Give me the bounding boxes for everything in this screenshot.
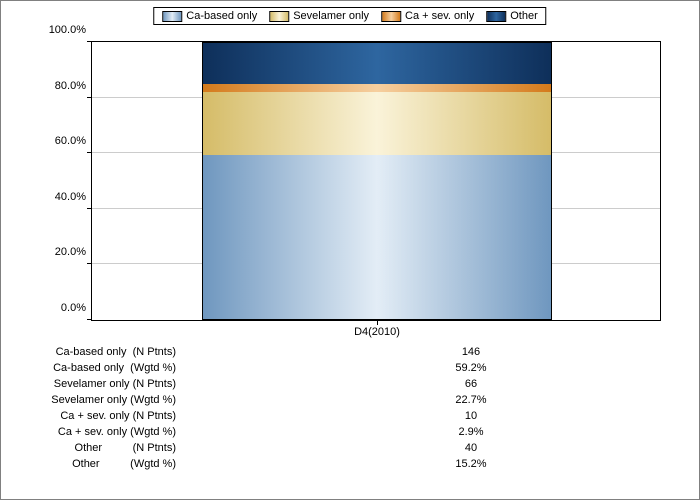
- y-tick-label: 40.0%: [55, 191, 86, 203]
- y-tick: [87, 263, 92, 264]
- table-row-label: Other (N Ptnts): [1, 442, 191, 454]
- y-tick: [87, 208, 92, 209]
- y-tick: [87, 97, 92, 98]
- legend-swatch-sev: [269, 11, 289, 22]
- table-row-value: 146: [191, 346, 700, 358]
- y-tick: [87, 152, 92, 153]
- legend-label: Sevelamer only: [293, 10, 369, 22]
- table-row-value: 10: [191, 410, 700, 422]
- x-category-label: D4(2010): [202, 326, 552, 338]
- y-tick-label: 80.0%: [55, 80, 86, 92]
- y-tick-label: 100.0%: [49, 24, 86, 36]
- legend-swatch-other: [486, 11, 506, 22]
- table-row-label: Sevelamer only (Wgtd %): [1, 394, 191, 406]
- legend-label: Other: [510, 10, 538, 22]
- bar-column: D4(2010): [202, 42, 552, 320]
- y-tick: [87, 319, 92, 320]
- y-tick: [87, 41, 92, 42]
- plot-area: 0.0%20.0%40.0%60.0%80.0%100.0% D4(2010): [91, 41, 661, 321]
- table-row-value: 15.2%: [191, 458, 700, 470]
- y-tick-label: 0.0%: [61, 302, 86, 314]
- bar-segment: [202, 84, 552, 92]
- table-row-label: Ca-based only (Wgtd %): [1, 362, 191, 374]
- table-row-value: 59.2%: [191, 362, 700, 374]
- legend: Ca-based only Sevelamer only Ca + sev. o…: [153, 7, 546, 25]
- table-row-label: Other (Wgtd %): [1, 458, 191, 470]
- bar-segment: [202, 155, 552, 320]
- table-row-label: Sevelamer only (N Ptnts): [1, 378, 191, 390]
- legend-item: Ca-based only: [162, 10, 257, 22]
- legend-item: Ca + sev. only: [381, 10, 474, 22]
- legend-item: Other: [486, 10, 538, 22]
- legend-label: Ca-based only: [186, 10, 257, 22]
- bar-segment: [202, 92, 552, 155]
- legend-swatch-ca: [162, 11, 182, 22]
- table-row-label: Ca + sev. only (N Ptnts): [1, 410, 191, 422]
- chart-frame: Ca-based only Sevelamer only Ca + sev. o…: [0, 0, 700, 500]
- data-table: Ca-based only (N Ptnts)146Ca-based only …: [1, 346, 700, 470]
- table-row-label: Ca-based only (N Ptnts): [1, 346, 191, 358]
- table-row-label: Ca + sev. only (Wgtd %): [1, 426, 191, 438]
- table-row-value: 2.9%: [191, 426, 700, 438]
- legend-item: Sevelamer only: [269, 10, 369, 22]
- table-row-value: 22.7%: [191, 394, 700, 406]
- x-tick: [377, 320, 378, 325]
- legend-swatch-casev: [381, 11, 401, 22]
- y-tick-label: 20.0%: [55, 246, 86, 258]
- table-row-value: 40: [191, 442, 700, 454]
- y-tick-label: 60.0%: [55, 135, 86, 147]
- table-row-value: 66: [191, 378, 700, 390]
- bar-segment: [202, 42, 552, 84]
- legend-label: Ca + sev. only: [405, 10, 474, 22]
